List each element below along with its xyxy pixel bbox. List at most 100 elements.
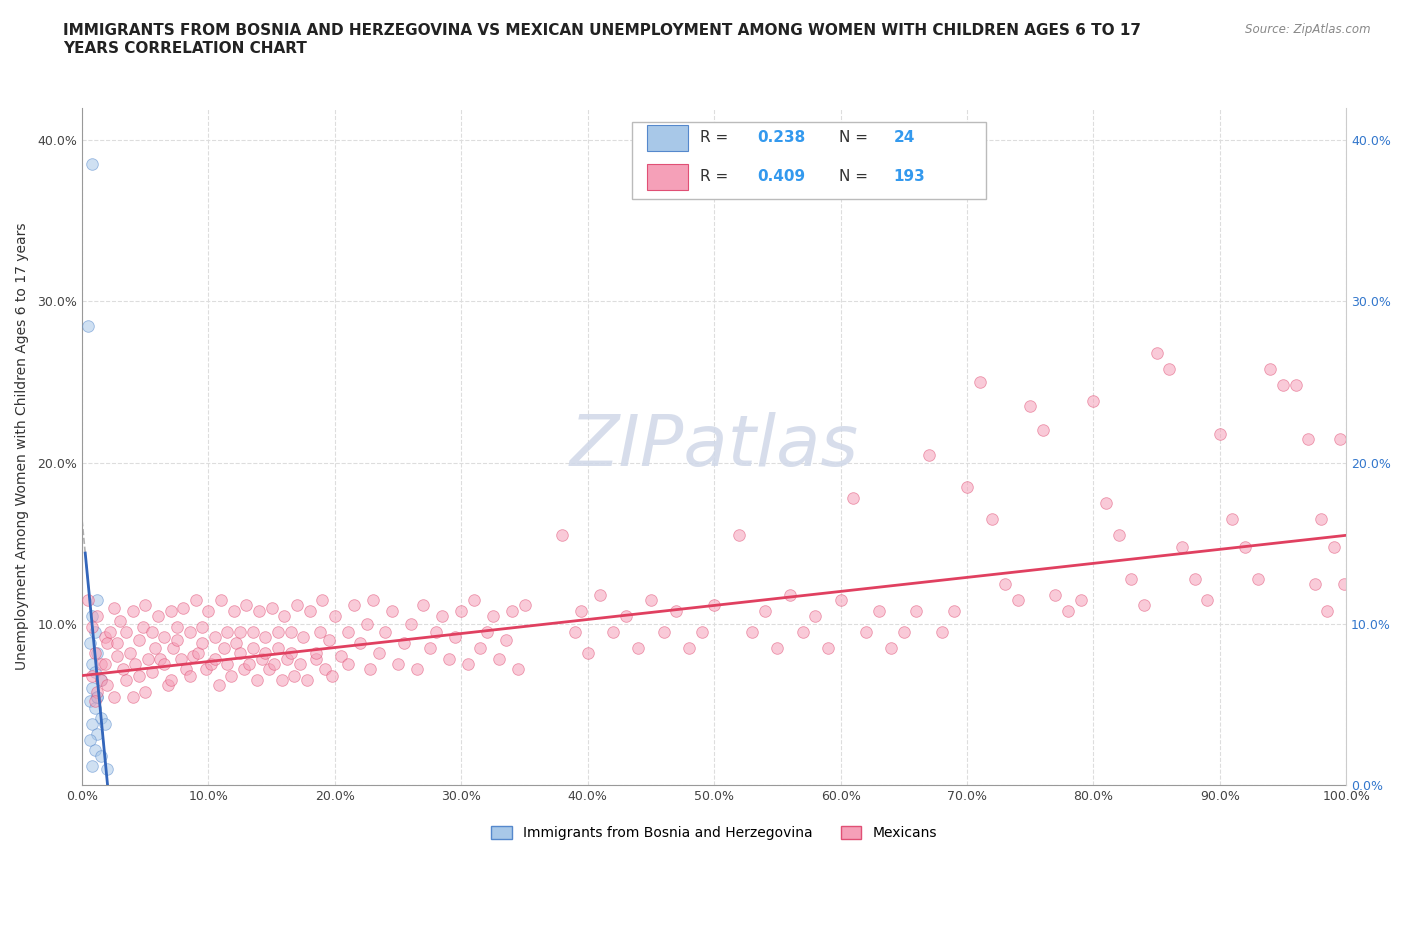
Point xyxy=(1209,426,1232,441)
Text: 0.238: 0.238 xyxy=(758,130,806,145)
Point xyxy=(330,649,353,664)
Point xyxy=(254,645,277,660)
Point xyxy=(703,597,725,612)
Point xyxy=(336,625,359,640)
Point xyxy=(257,662,280,677)
Point xyxy=(254,630,277,644)
Point xyxy=(242,641,264,656)
Point xyxy=(204,652,226,667)
Point xyxy=(321,668,343,683)
Point xyxy=(83,625,105,640)
Point xyxy=(918,447,941,462)
Point xyxy=(571,604,593,618)
Point xyxy=(103,689,125,704)
Text: IMMIGRANTS FROM BOSNIA AND HERZEGOVINA VS MEXICAN UNEMPLOYMENT AMONG WOMEN WITH : IMMIGRANTS FROM BOSNIA AND HERZEGOVINA V… xyxy=(63,23,1142,56)
Point xyxy=(120,645,142,660)
Point xyxy=(166,619,188,634)
Point xyxy=(179,625,201,640)
Point xyxy=(82,608,104,623)
Point xyxy=(640,592,662,607)
Point xyxy=(981,512,1004,526)
Point xyxy=(141,665,163,680)
Point xyxy=(880,641,903,656)
Point xyxy=(1247,571,1270,586)
Point xyxy=(107,636,129,651)
Point xyxy=(162,641,184,656)
Y-axis label: Unemployment Among Women with Children Ages 6 to 17 years: Unemployment Among Women with Children A… xyxy=(15,223,30,671)
Point xyxy=(79,694,101,709)
Point xyxy=(111,662,134,677)
Point xyxy=(200,657,222,671)
Point xyxy=(295,673,318,688)
Point xyxy=(1083,394,1105,409)
Point xyxy=(419,641,441,656)
Point xyxy=(222,604,245,618)
Point xyxy=(153,657,176,671)
Point xyxy=(238,657,260,671)
Point xyxy=(508,662,530,677)
Point xyxy=(754,604,776,618)
Point xyxy=(90,749,112,764)
Point xyxy=(387,657,409,671)
Point xyxy=(108,613,131,628)
Point xyxy=(115,625,138,640)
Point xyxy=(1329,432,1351,446)
Point xyxy=(191,636,214,651)
Text: Source: ZipAtlas.com: Source: ZipAtlas.com xyxy=(1246,23,1371,36)
Point xyxy=(1070,592,1092,607)
Point xyxy=(513,597,536,612)
Point xyxy=(359,662,381,677)
Point xyxy=(179,668,201,683)
Point xyxy=(994,577,1017,591)
Point xyxy=(128,632,150,647)
Point xyxy=(766,641,789,656)
Point xyxy=(204,630,226,644)
Point xyxy=(305,645,328,660)
Point xyxy=(96,636,118,651)
Point xyxy=(450,604,472,618)
Point xyxy=(1057,604,1080,618)
Point xyxy=(145,641,167,656)
Point xyxy=(470,641,492,656)
Point xyxy=(157,678,180,693)
Point xyxy=(260,601,283,616)
Point xyxy=(83,694,105,709)
Text: ZIPatlas: ZIPatlas xyxy=(569,412,859,481)
Point xyxy=(141,625,163,640)
Point xyxy=(564,625,586,640)
Point xyxy=(602,625,624,640)
Point xyxy=(184,592,207,607)
Point xyxy=(82,681,104,696)
Point xyxy=(170,652,193,667)
Point xyxy=(361,592,384,607)
Point xyxy=(94,630,117,644)
Point xyxy=(82,619,104,634)
Point xyxy=(969,375,991,390)
Point xyxy=(77,592,100,607)
Point xyxy=(1298,432,1320,446)
Point xyxy=(437,652,460,667)
Point xyxy=(128,668,150,683)
Point xyxy=(115,673,138,688)
Point xyxy=(1146,346,1168,361)
Point xyxy=(212,641,235,656)
Point xyxy=(1333,577,1355,591)
Point xyxy=(1095,496,1118,511)
Point xyxy=(868,604,890,618)
Point xyxy=(627,641,650,656)
Point xyxy=(652,625,675,640)
Point xyxy=(245,673,267,688)
Point xyxy=(136,652,159,667)
Point xyxy=(132,619,155,634)
Point xyxy=(235,597,257,612)
Point xyxy=(1171,539,1194,554)
Point xyxy=(1108,528,1130,543)
Point xyxy=(90,657,112,671)
Point xyxy=(374,625,396,640)
Point xyxy=(124,657,146,671)
Bar xyxy=(647,126,688,152)
Point xyxy=(1045,588,1067,603)
Point xyxy=(690,625,713,640)
Point xyxy=(349,636,371,651)
Point xyxy=(83,665,105,680)
